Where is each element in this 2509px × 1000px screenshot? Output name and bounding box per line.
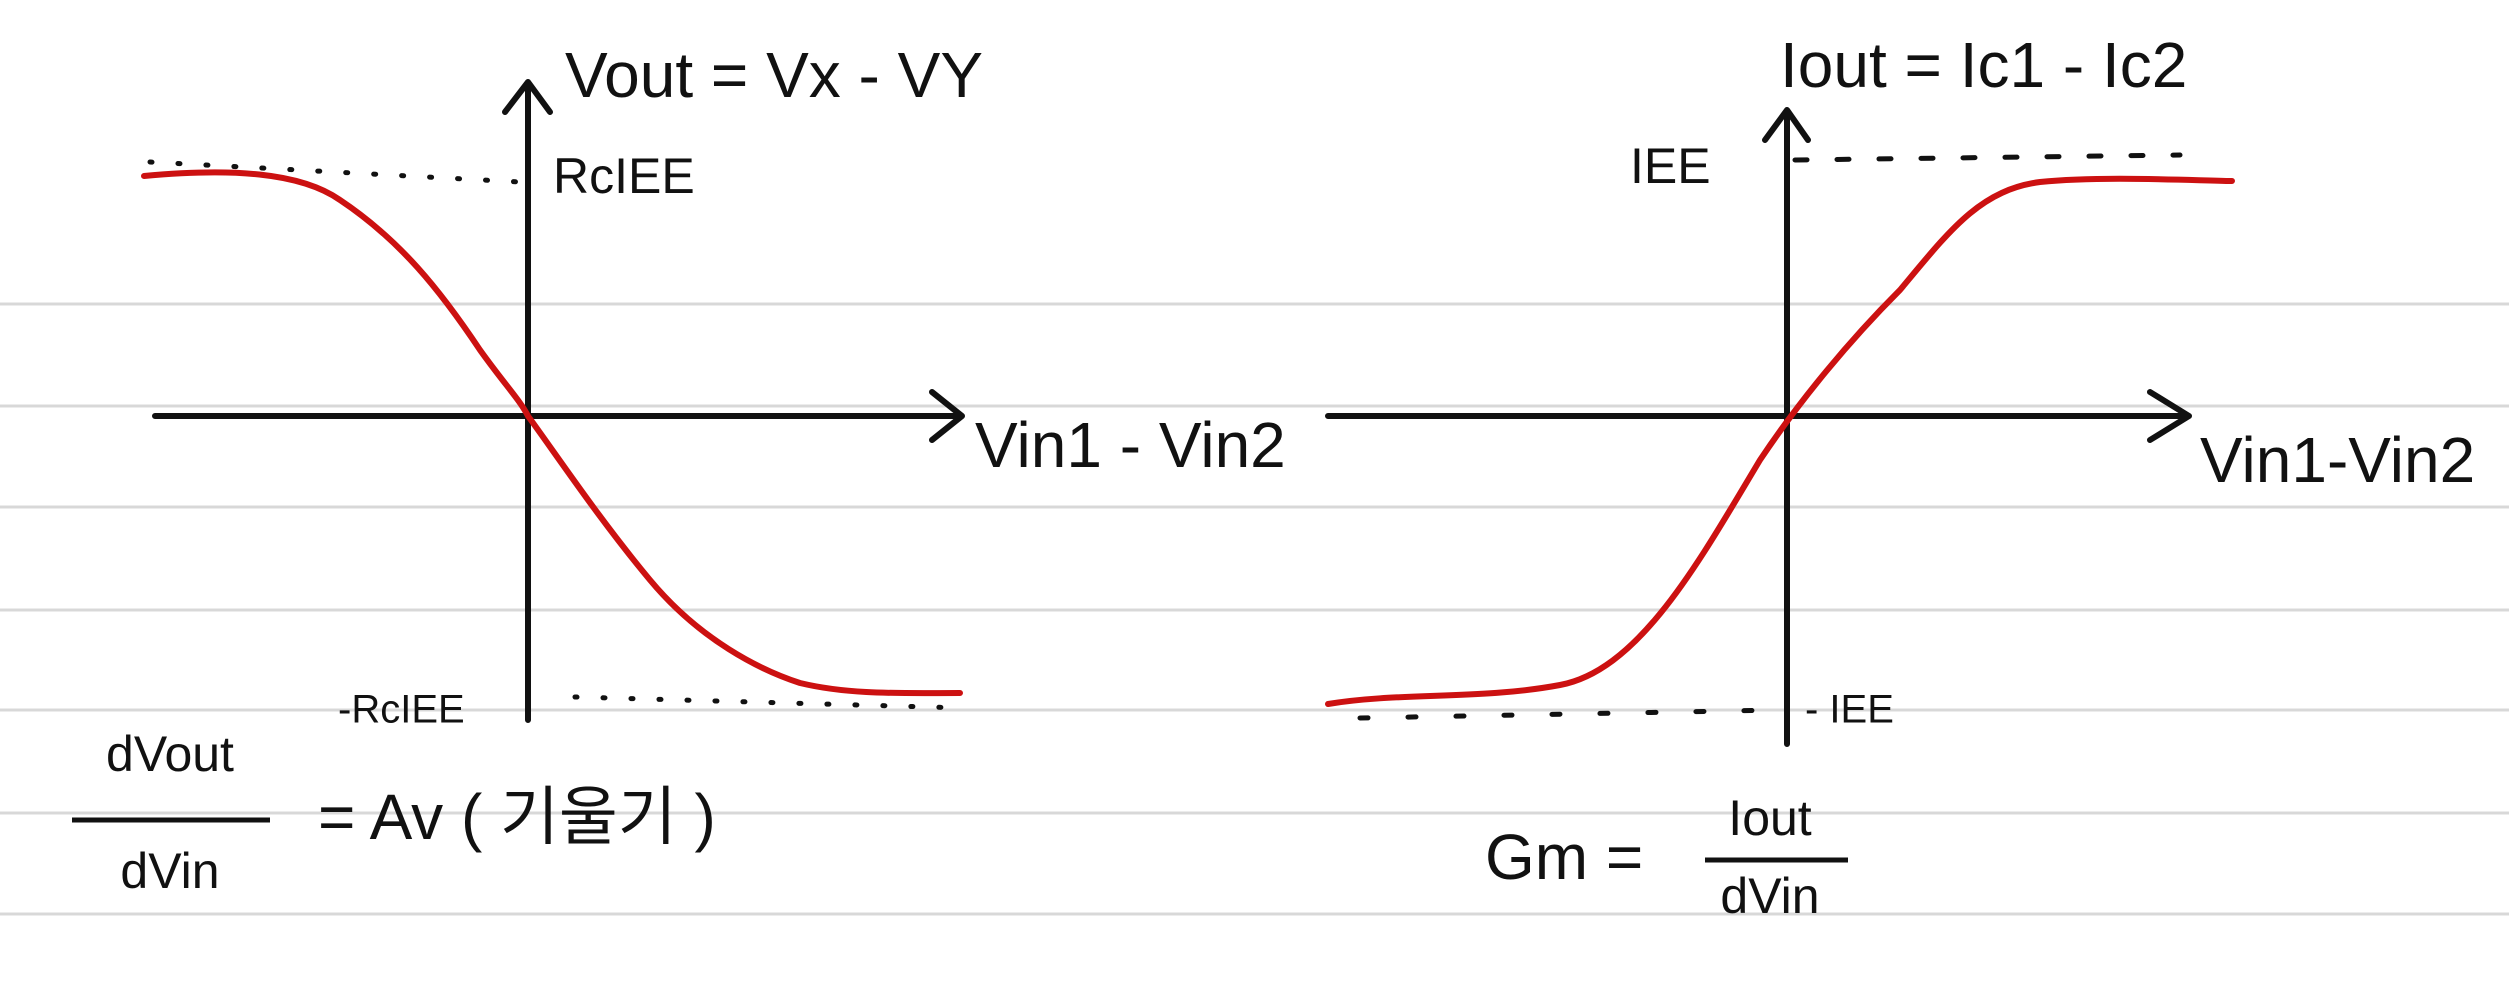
formula-lhs: Gm = [1485,821,1643,893]
x-axis [152,389,965,443]
numerator: Iout [1728,790,1812,846]
bottom-level-label: -RcIEE [338,688,465,732]
top-level-label: IEE [1630,138,1711,194]
x-axis [1325,389,2192,443]
top-level-label: RcIEE [553,148,695,204]
left-graph: Vout = Vx - VY RcIEE -RcIEE Vin1 - Vin2 [141,39,1286,732]
left-formula: dVout dVin = Av ( 기울기 ) [72,726,716,899]
y-axis-label: Vout = Vx - VY [565,39,983,111]
bottom-level-label: - IEE [1805,688,1894,732]
x-axis-label: Vin1-Vin2 [2200,424,2475,496]
denominator: dVin [120,843,219,899]
y-axis-label: Iout = Ic1 - Ic2 [1780,29,2187,101]
right-graph: Iout = Ic1 - Ic2 IEE - IEE Vin1-Vin2 [1325,29,2475,747]
y-axis [502,79,553,723]
numerator: dVout [106,726,234,782]
top-level-line [1792,152,2183,163]
right-formula: Gm = Iout dVin [1485,790,1848,924]
formula-rhs: = Av ( 기울기 ) [318,781,716,853]
x-axis-label: Vin1 - Vin2 [975,409,1286,481]
y-axis [1762,107,1811,747]
transfer-curve [141,169,963,697]
top-level-line [147,159,523,185]
bottom-level-line [572,694,968,711]
denominator: dVin [1720,868,1819,924]
ruled-lines [0,302,2509,916]
transfer-curve [1325,175,2235,707]
